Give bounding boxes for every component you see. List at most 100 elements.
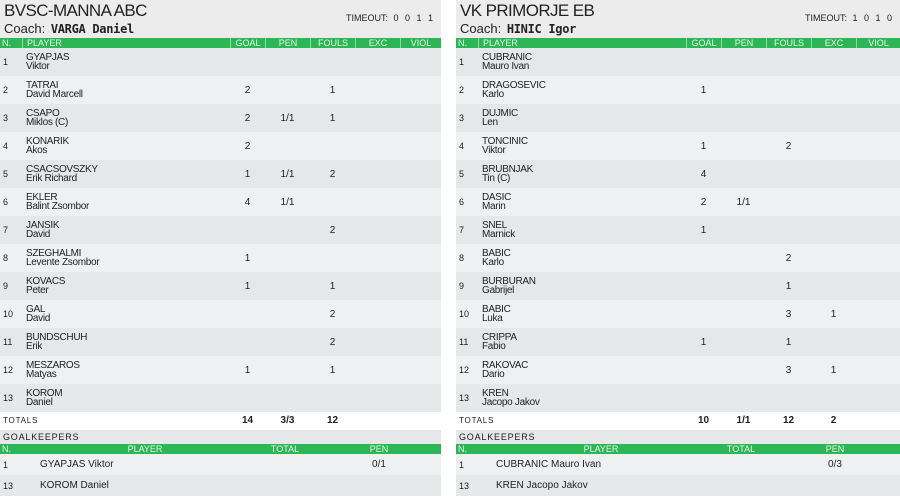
player-last-name: CSACSOVSZKY [26, 164, 98, 175]
header-pen: PEN [265, 38, 310, 48]
player-name: BUNDSCHUH Erik [22, 328, 230, 356]
player-penalties: 1/1 [280, 112, 295, 124]
player-exclusions: 1 [830, 364, 837, 376]
player-exclusions [355, 76, 400, 104]
player-penalties [721, 132, 766, 160]
player-name: SZEGHALMI Levente Zsombor [22, 244, 230, 272]
coach-name: HINIC Igor [506, 22, 577, 36]
goalkeepers-table-header: N. PLAYER TOTAL PEN [0, 444, 441, 454]
player-penalties [721, 356, 766, 384]
player-exclusions [355, 48, 400, 76]
player-number: 3 [3, 113, 9, 123]
player-exclusions [811, 272, 856, 300]
player-first-name: Balint Zsombor [26, 201, 90, 212]
player-last-name: KREN [482, 388, 509, 399]
totals-fouls: 12 [326, 415, 339, 426]
player-name: JANSIK David [22, 216, 230, 244]
player-number: 6 [3, 197, 9, 207]
player-row: 8 BABIC Karlo 2 [456, 244, 900, 272]
player-last-name: KOVACS [26, 276, 66, 287]
player-row: 9 KOVACS Peter 1 1 [0, 272, 441, 300]
timeout-value: 1 0 1 0 [852, 13, 894, 23]
player-last-name: BUNDSCHUH [26, 332, 88, 343]
player-name: BURBURAN Gabrijel [478, 272, 686, 300]
player-last-name: GYAPJAS [26, 52, 70, 63]
player-exclusions [811, 384, 856, 412]
player-exclusions [811, 188, 856, 216]
totals-label: TOTALS [3, 416, 39, 425]
player-first-name: Dario [482, 369, 505, 380]
header-viol: VIOL [856, 38, 900, 48]
header-goal: GOAL [230, 38, 265, 48]
goalkeeper-number: 1 [3, 459, 9, 470]
player-name: SNEL Marnick [478, 216, 686, 244]
player-violations [856, 356, 900, 384]
player-first-name: Fabio [482, 341, 506, 352]
player-first-name: Erik Richard [26, 173, 77, 184]
player-number: 10 [459, 309, 470, 319]
player-fouls [310, 132, 355, 160]
goalkeepers-table-header: N. PLAYER TOTAL PEN [456, 444, 900, 454]
player-name: DASIC Marin [478, 188, 686, 216]
player-fouls: 1 [785, 336, 792, 348]
goalkeeper-number: 13 [3, 480, 14, 491]
player-violations [400, 272, 441, 300]
player-exclusions [811, 104, 856, 132]
player-exclusions [355, 104, 400, 132]
player-last-name: BABIC [482, 304, 511, 315]
player-row: 10 BABIC Luka 3 1 [456, 300, 900, 328]
coach-line: Coach: HINIC Igor [460, 21, 576, 36]
totals-exc: 2 [830, 415, 837, 426]
header-exc: EXC [811, 38, 856, 48]
player-violations [400, 160, 441, 188]
player-penalties [265, 356, 310, 384]
player-number: 12 [459, 365, 470, 375]
goalkeeper-name: GYAPJAS Viktor [40, 459, 114, 470]
player-violations [400, 76, 441, 104]
player-goals: 1 [700, 140, 707, 152]
goalkeeper-row: 13 KREN Jacopo Jakov [456, 475, 900, 496]
player-penalties [721, 300, 766, 328]
player-penalties [721, 76, 766, 104]
player-penalties [265, 48, 310, 76]
team-header: BVSC-MANNA ABC Coach: VARGA Daniel TIMEO… [0, 0, 441, 38]
player-row: 8 SZEGHALMI Levente Zsombor 1 [0, 244, 441, 272]
player-exclusions [811, 328, 856, 356]
player-violations [400, 48, 441, 76]
player-violations [856, 300, 900, 328]
player-first-name: David Marcell [26, 89, 83, 100]
gk-header-pen: PEN [369, 444, 389, 454]
player-row: 2 DRAGOSEVIC Karlo 1 [456, 76, 900, 104]
player-fouls [310, 384, 355, 412]
player-penalties [265, 272, 310, 300]
player-last-name: RAKOVAC [482, 360, 529, 371]
player-name: BABIC Karlo [478, 244, 686, 272]
header-fouls: FOULS [766, 38, 811, 48]
player-number: 5 [3, 169, 9, 179]
player-row: 2 TATRAI David Marcell 2 1 [0, 76, 441, 104]
player-exclusions [355, 244, 400, 272]
player-number: 8 [3, 253, 9, 263]
player-penalties: 1/1 [280, 196, 295, 208]
player-exclusions [355, 356, 400, 384]
header-fouls: FOULS [310, 38, 355, 48]
player-goals: 4 [700, 168, 707, 180]
player-violations [856, 216, 900, 244]
goalkeeper-name: KREN Jacopo Jakov [496, 480, 588, 491]
player-fouls [766, 160, 811, 188]
coach-label: Coach: [4, 21, 46, 36]
player-last-name: BABIC [482, 248, 511, 259]
player-penalties [265, 244, 310, 272]
gk-header-player: PLAYER [127, 444, 163, 454]
player-last-name: DRAGOSEVIC [482, 80, 546, 91]
header-player: PLAYER [22, 38, 230, 48]
player-name: KREN Jacopo Jakov [478, 384, 686, 412]
totals-pen: 1/1 [736, 415, 751, 426]
player-goals [686, 48, 721, 76]
player-fouls: 3 [785, 364, 792, 376]
panel-divider [441, 0, 456, 500]
player-row: 4 TONCINIC Viktor 1 2 [456, 132, 900, 160]
player-goals: 1 [244, 252, 251, 264]
team-name: VK PRIMORJE EB [460, 1, 595, 20]
player-exclusions [811, 244, 856, 272]
